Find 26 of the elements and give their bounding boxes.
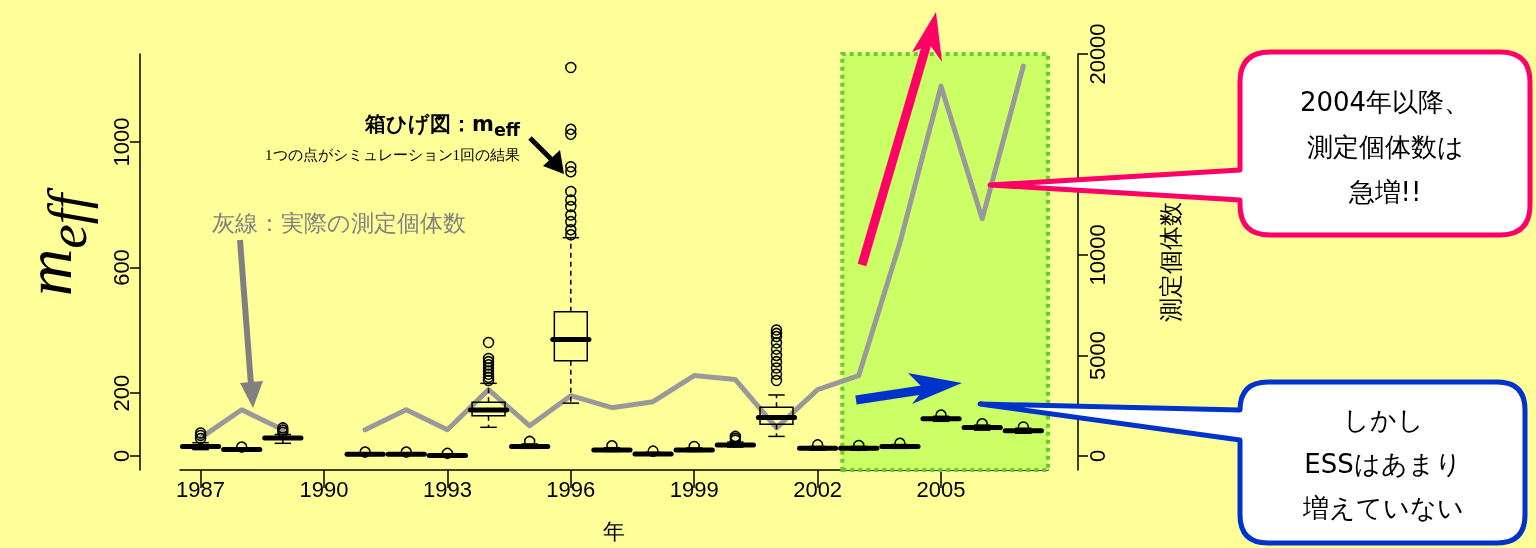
y-tick-label: 0 <box>108 449 134 462</box>
x-axis-title: 年 <box>603 518 625 544</box>
text: 2004年以降、 <box>1299 86 1471 119</box>
y2-tick-label: 0 <box>1084 449 1110 463</box>
y-tick-label: 200 <box>108 374 134 412</box>
x-tick-label: 1990 <box>299 476 349 502</box>
text: 急増!! <box>1348 176 1422 209</box>
annotation: 箱ひげ図：m$_{eff}$ <box>365 111 520 141</box>
text: ESSはあまり <box>1304 448 1462 481</box>
annotation: 灰線：実際の測定個体数 <box>212 209 466 238</box>
x-tick-label: 1999 <box>669 476 719 502</box>
text: 測定個体数は <box>1306 131 1464 164</box>
annotation: 1つの点がシミュレーション1回の結果 <box>265 146 520 165</box>
x-tick-label: 1987 <box>176 476 226 502</box>
text: 増えていない <box>1302 492 1464 525</box>
x-tick-label: 1993 <box>422 476 472 502</box>
x-tick-label: 1996 <box>546 476 596 502</box>
y2-axis-title: 測定個体数 <box>1156 202 1184 322</box>
x-tick-label: 2002 <box>793 476 843 502</box>
y2-tick-label: 20000 <box>1084 23 1110 85</box>
x-tick-label: 2005 <box>916 476 966 502</box>
y2-tick-label: 10000 <box>1084 224 1110 286</box>
y2-tick-label: 5000 <box>1084 330 1110 380</box>
y-tick-label: 1000 <box>108 117 134 167</box>
y-tick-label: 600 <box>108 249 134 286</box>
text: しかし <box>1342 404 1424 437</box>
